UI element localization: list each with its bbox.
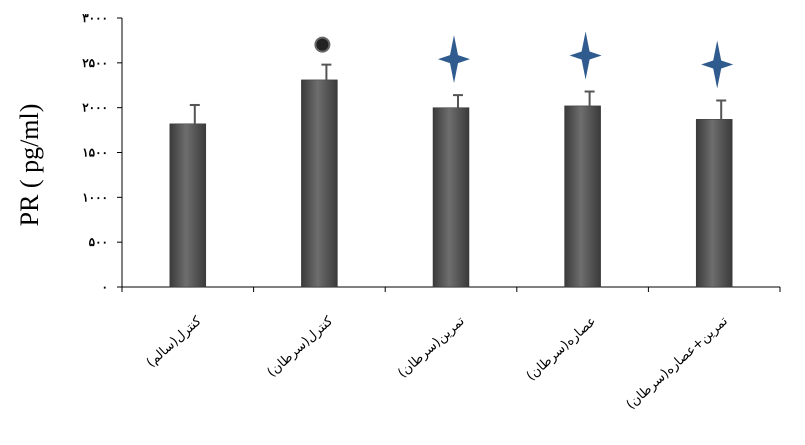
category-label: عصاره(سرطان)	[524, 314, 600, 384]
bar	[695, 119, 733, 288]
y-tick-label: ۱۵۰۰	[82, 146, 108, 160]
bar	[432, 107, 470, 288]
bar	[301, 79, 338, 288]
y-tick-label: ۳۰۰۰	[82, 11, 108, 25]
error-bars	[189, 63, 727, 124]
y-tick-label: ۲۵۰۰	[82, 56, 108, 70]
category-label: کنترل(سالم)	[144, 313, 205, 370]
y-tick-label: ۵۰۰	[89, 235, 108, 249]
y-tick-label: ۰	[102, 280, 108, 294]
y-axis-label: PR ( pg/ml)	[15, 104, 44, 227]
category-label: تمرین+عصاره(سرطان)	[624, 314, 732, 413]
significance-markers	[314, 31, 734, 89]
y-tick-label: ۲۰۰۰	[82, 101, 108, 115]
category-label: تمرین(سرطان)	[395, 314, 468, 382]
star-icon	[569, 31, 602, 80]
y-tick-label: ۱۰۰۰	[82, 190, 108, 204]
bar	[169, 123, 207, 288]
star-icon	[701, 40, 734, 89]
category-label: کنترل(سرطان)	[265, 313, 337, 380]
bars	[169, 79, 733, 288]
star-icon	[438, 35, 470, 84]
circle-icon	[314, 36, 331, 53]
bar	[564, 105, 601, 288]
